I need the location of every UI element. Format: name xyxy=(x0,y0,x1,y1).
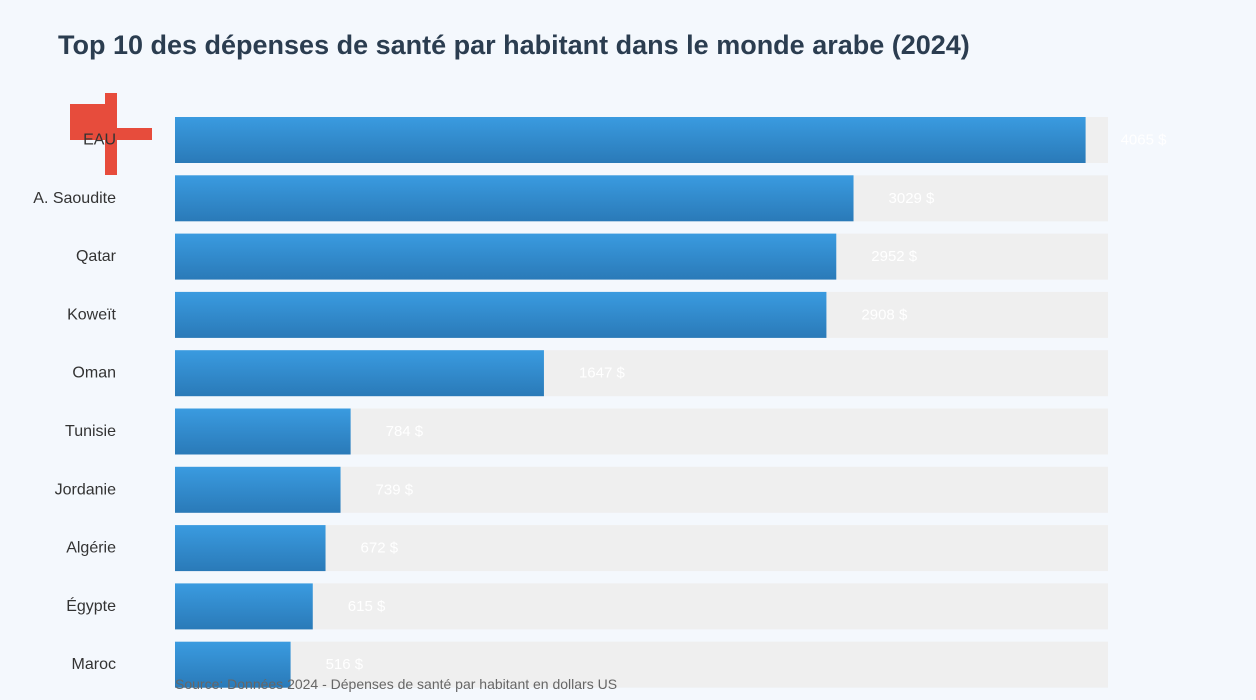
bar xyxy=(175,291,827,338)
category-label: A. Saoudite xyxy=(33,190,116,207)
value-label: 4065 $ xyxy=(1121,132,1168,149)
category-label: Oman xyxy=(72,365,116,382)
bar xyxy=(175,583,313,630)
value-label: 2908 $ xyxy=(861,306,908,323)
bar xyxy=(175,641,291,688)
category-label: Jordanie xyxy=(55,481,116,498)
medical-cross-icon xyxy=(70,93,152,175)
value-label: 784 $ xyxy=(386,423,424,440)
bar-track xyxy=(175,583,1108,630)
bar-track xyxy=(175,641,1108,688)
value-label: 2952 $ xyxy=(871,248,918,265)
bar-track xyxy=(175,525,1108,572)
bar xyxy=(175,350,544,397)
bar xyxy=(175,466,341,513)
category-label: EAU xyxy=(83,132,116,149)
value-label: 3029 $ xyxy=(889,190,936,207)
category-label: Tunisie xyxy=(65,423,116,440)
category-label: Qatar xyxy=(76,248,117,265)
chart-title: Top 10 des dépenses de santé par habitan… xyxy=(58,30,970,60)
bar xyxy=(175,233,837,280)
bar xyxy=(175,175,854,222)
value-label: 1647 $ xyxy=(579,365,626,382)
bar xyxy=(175,525,326,572)
category-label: Algérie xyxy=(66,540,116,557)
value-label: 739 $ xyxy=(376,481,414,498)
value-label: 516 $ xyxy=(326,656,364,673)
category-label: Égypte xyxy=(66,596,116,615)
bar xyxy=(175,117,1086,163)
bar xyxy=(175,408,351,455)
category-label: Koweït xyxy=(67,306,116,323)
value-label: 615 $ xyxy=(348,598,386,615)
source-note: Source: Données 2024 - Dépenses de santé… xyxy=(175,676,618,692)
value-label: 672 $ xyxy=(361,540,399,557)
category-label: Maroc xyxy=(72,656,116,673)
